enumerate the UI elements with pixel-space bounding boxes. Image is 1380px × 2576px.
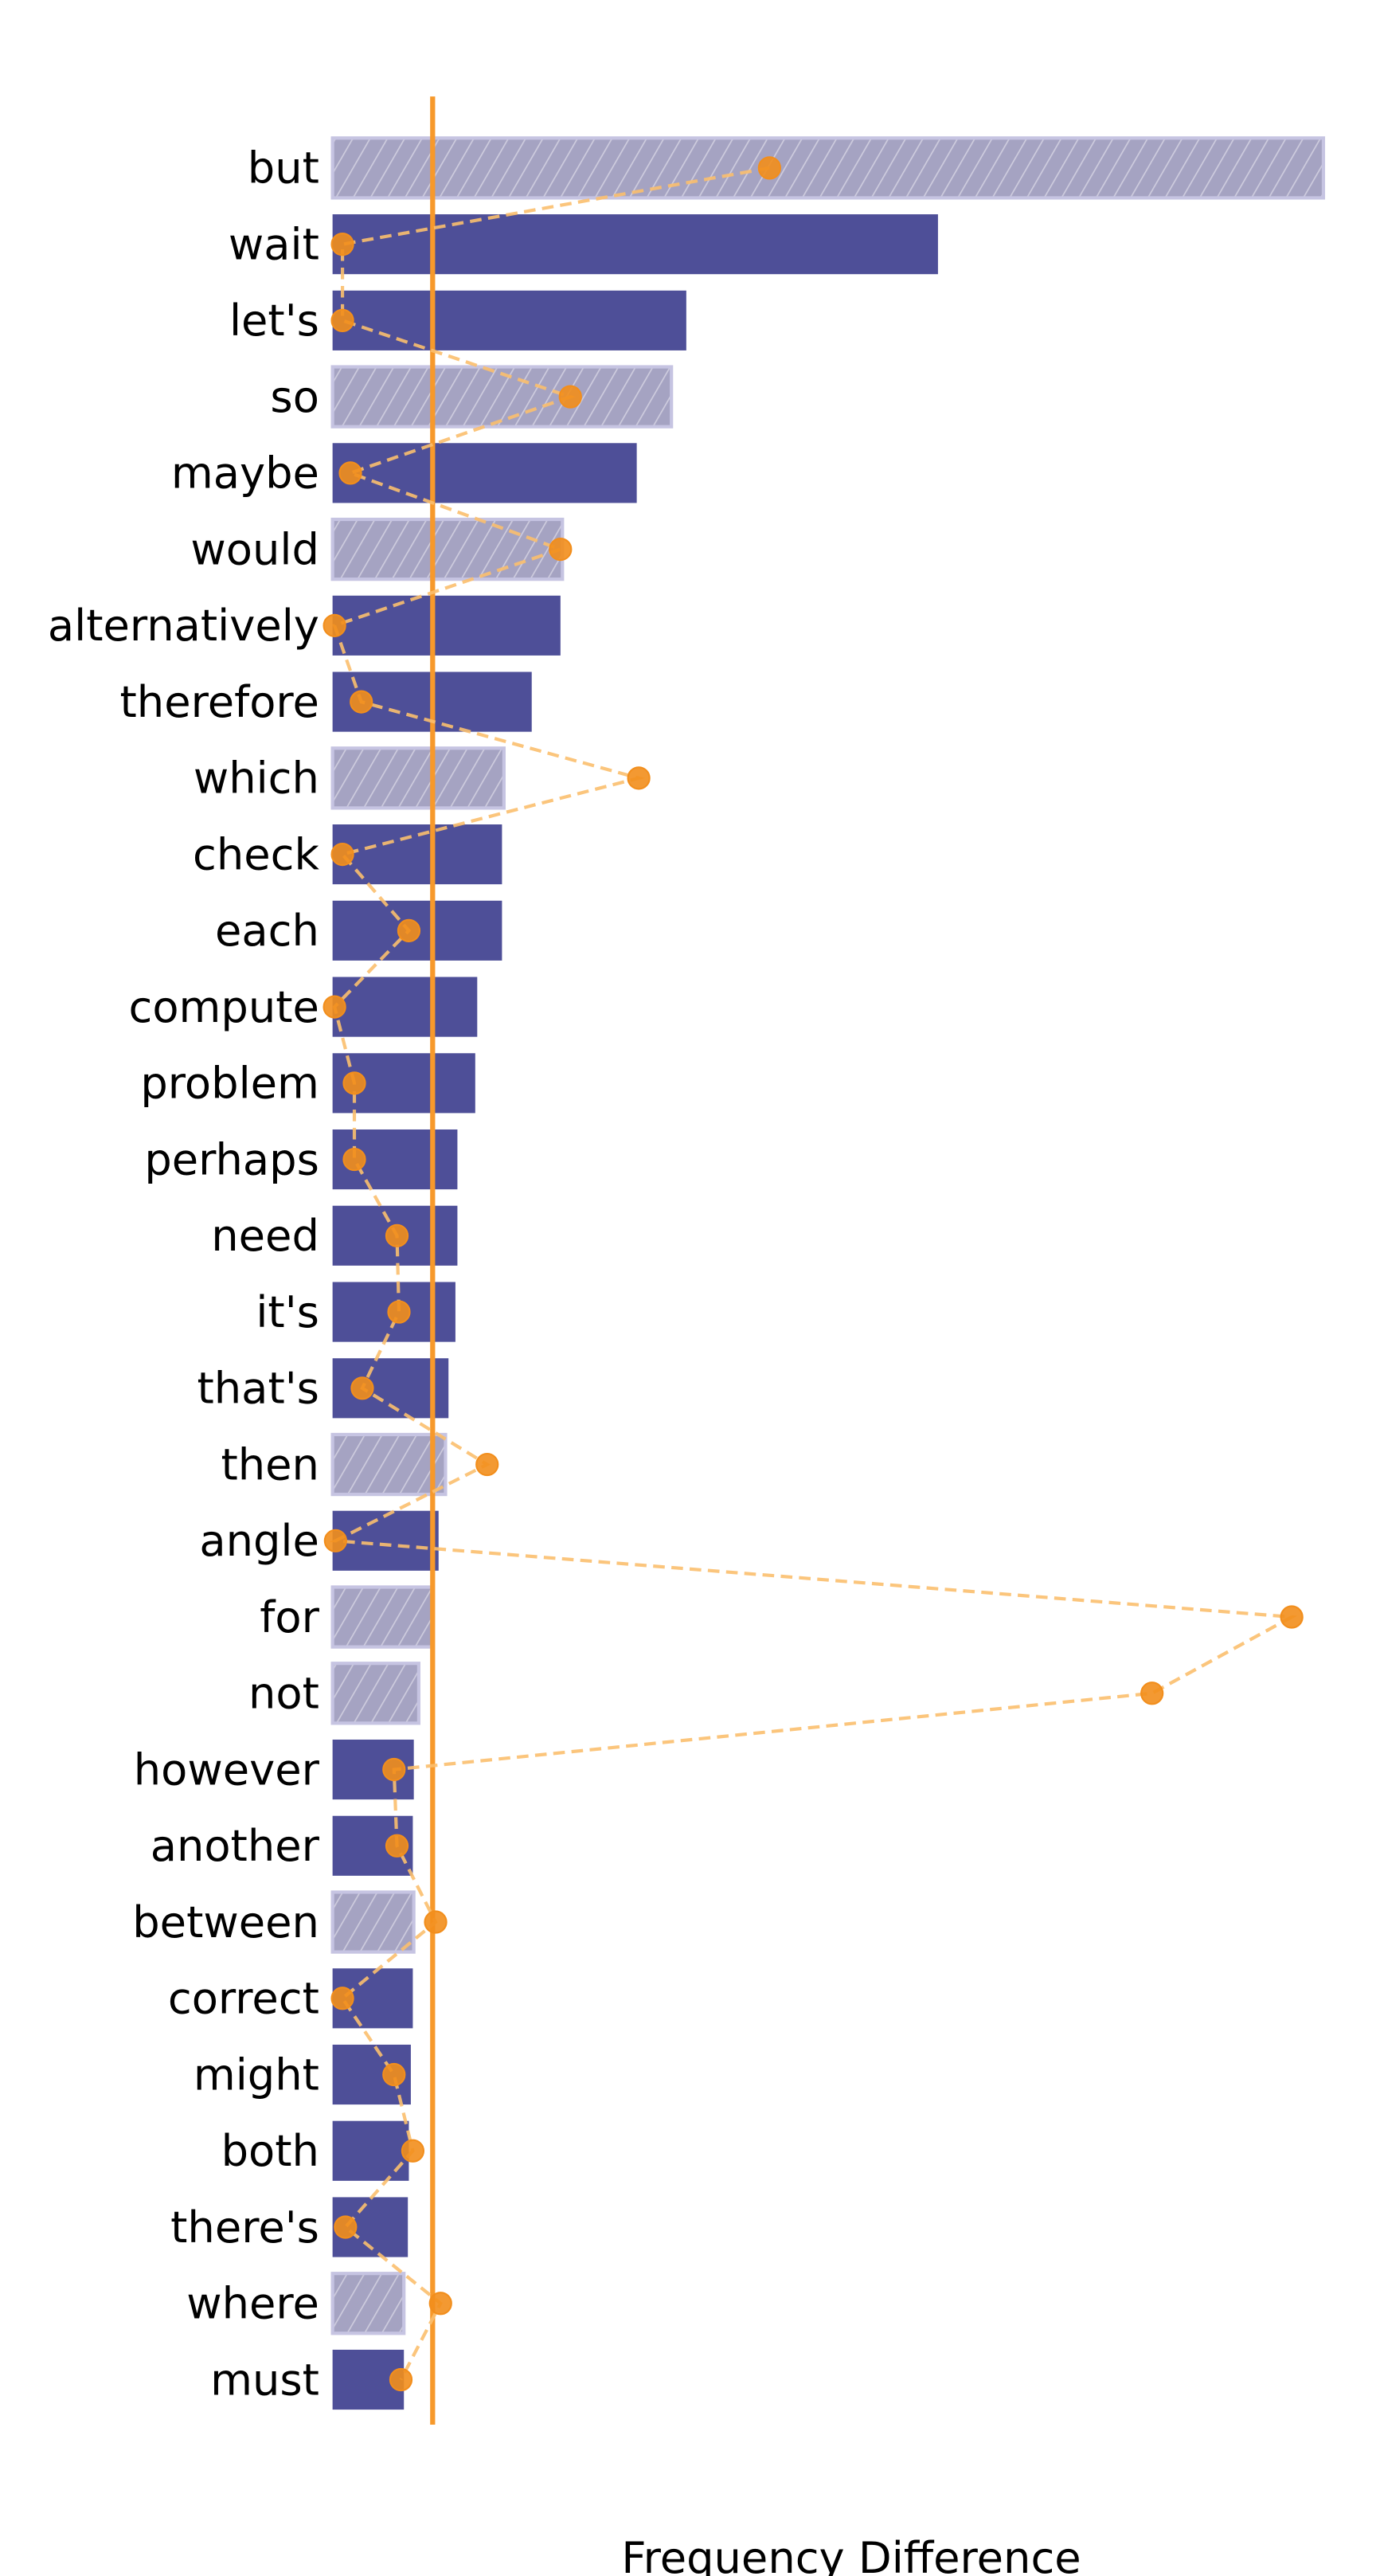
bar-for xyxy=(330,1585,435,1649)
marker-but xyxy=(757,156,781,180)
bar-let's xyxy=(332,290,686,350)
marker-it's xyxy=(387,1300,411,1324)
category-label: that's xyxy=(197,1364,319,1414)
category-label: then xyxy=(221,1439,319,1490)
marker-another xyxy=(385,1834,409,1858)
bar-compute xyxy=(332,977,478,1037)
bar-maybe xyxy=(332,443,637,503)
category-label: for xyxy=(260,1592,319,1642)
marker-perhaps xyxy=(342,1147,366,1172)
marker-wait xyxy=(330,232,354,256)
category-label: wait xyxy=(229,219,319,269)
marker-need xyxy=(385,1223,409,1247)
category-label: another xyxy=(151,1821,320,1871)
marker-however xyxy=(382,1757,406,1782)
category-label: let's xyxy=(229,296,319,346)
category-label: compute xyxy=(129,982,319,1032)
marker-that's xyxy=(350,1376,374,1400)
category-label: angle xyxy=(199,1516,319,1566)
marker-so xyxy=(558,385,582,409)
category-label: there's xyxy=(170,2202,319,2253)
category-label: it's xyxy=(256,1287,319,1337)
marker-would xyxy=(549,537,573,562)
category-label: which xyxy=(194,754,319,804)
category-label: need xyxy=(211,1211,319,1261)
marker-where xyxy=(428,2292,452,2316)
bar-both xyxy=(332,2120,409,2181)
marker-therefore xyxy=(350,690,373,714)
marker-there's xyxy=(334,2215,358,2239)
category-label: both xyxy=(221,2126,319,2176)
category-labels: but wait let's so maybe would alternatively the… xyxy=(48,143,320,2406)
marker-correct xyxy=(330,1987,354,2010)
bar-alternatively xyxy=(332,595,561,656)
category-label: check xyxy=(193,829,319,879)
marker-check xyxy=(330,842,354,867)
category-label: not xyxy=(248,1669,319,1719)
category-label: maybe xyxy=(171,448,319,499)
bars xyxy=(330,136,1326,2410)
bar-then xyxy=(330,1432,448,1497)
category-label: problem xyxy=(140,1059,319,1109)
category-label: would xyxy=(190,524,319,574)
marker-between xyxy=(424,1910,448,1934)
bar-so xyxy=(330,365,674,429)
x-axis-label: Frequency Difference xyxy=(621,2533,1081,2576)
bar-would xyxy=(330,517,565,581)
category-label: so xyxy=(270,372,319,422)
marker-let's xyxy=(330,308,354,332)
marker-alternatively xyxy=(323,613,346,637)
category-label: might xyxy=(194,2049,319,2100)
category-label: but xyxy=(248,143,319,194)
bar-where xyxy=(330,2272,406,2335)
marker-each xyxy=(397,918,421,942)
dashed-series-line xyxy=(329,166,1298,2381)
bar-check xyxy=(332,824,502,885)
category-label: correct xyxy=(168,1974,319,2024)
marker-angle xyxy=(323,1529,347,1552)
marker-which xyxy=(627,766,651,790)
marker-not xyxy=(1140,1681,1164,1705)
marker-maybe xyxy=(338,461,362,485)
category-label: where xyxy=(186,2279,319,2329)
category-label: alternatively xyxy=(48,601,319,651)
marker-for xyxy=(1280,1605,1304,1629)
bar-wait xyxy=(332,214,938,275)
marker-must xyxy=(389,2367,413,2392)
marker-compute xyxy=(323,995,346,1019)
marker-both xyxy=(401,2139,425,2163)
marker-problem xyxy=(342,1071,366,1095)
bar-between xyxy=(330,1890,416,1954)
category-label: therefore xyxy=(120,677,319,727)
bar-but xyxy=(330,136,1326,200)
marker-then xyxy=(475,1452,499,1477)
category-label: however xyxy=(134,1744,320,1795)
series-markers xyxy=(323,156,1304,2392)
category-label: each xyxy=(215,906,319,956)
bar-not xyxy=(330,1662,420,1725)
category-label: between xyxy=(132,1897,319,1948)
marker-might xyxy=(382,2062,406,2087)
category-label: must xyxy=(210,2355,319,2405)
category-label: perhaps xyxy=(144,1134,319,1184)
bar-which xyxy=(330,746,506,810)
